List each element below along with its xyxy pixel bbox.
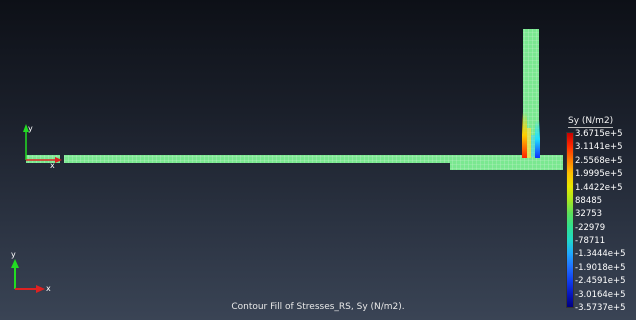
legend-color-bar: [566, 132, 574, 308]
legend-label: -3.0164e+5: [575, 289, 626, 300]
legend-label: 32753: [575, 209, 603, 220]
legend-label: -22979: [575, 222, 606, 233]
mesh-segment-left[interactable]: [26, 155, 60, 163]
triad-small-x-label: x: [50, 161, 55, 170]
coordinate-triad: y x: [11, 250, 51, 293]
legend-label: -1.9018e+5: [575, 262, 626, 273]
mesh-plate-right[interactable]: [450, 155, 563, 170]
contour-legend: Sy (N/m2) 3.6715e+5 3.1141e+5 2.5568e+5 1.9…: [566, 116, 636, 316]
legend-label: 3.6715e+5: [575, 129, 623, 139]
legend-label: -78711: [575, 236, 606, 247]
mesh-beam[interactable]: [64, 155, 450, 163]
legend-label: -1.3444e+5: [575, 249, 626, 260]
origin-triad-small: y x: [23, 124, 62, 170]
contour-caption: Contour Fill of Stresses_RS, Sy (N/m2).: [231, 302, 405, 312]
stress-hotspot: [522, 112, 540, 158]
legend-label: 1.9995e+5: [575, 169, 623, 180]
legend-label: -2.4591e+5: [575, 276, 626, 287]
triad-small-y-label: y: [28, 124, 33, 133]
legend-label: 88485: [575, 195, 603, 206]
legend-labels: 3.6715e+5 3.1141e+5 2.5568e+5 1.9995e+5 1.44…: [575, 129, 636, 313]
triad-x-label: x: [46, 284, 51, 293]
legend-label: -3.5737e+5: [575, 303, 626, 313]
triad-y-label: y: [11, 250, 16, 259]
legend-label: 3.1141e+5: [575, 142, 623, 153]
legend-label: 2.5568e+5: [575, 155, 623, 166]
legend-title: Sy (N/m2): [568, 116, 614, 128]
legend-label: 1.4422e+5: [575, 182, 623, 193]
